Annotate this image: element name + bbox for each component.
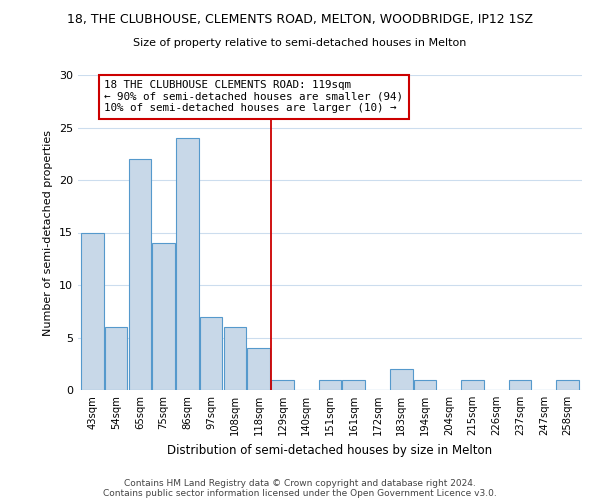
Bar [319, 380, 341, 390]
Y-axis label: Number of semi-detached properties: Number of semi-detached properties [43, 130, 53, 336]
Text: 18 THE CLUBHOUSE CLEMENTS ROAD: 119sqm
← 90% of semi-detached houses are smaller: 18 THE CLUBHOUSE CLEMENTS ROAD: 119sqm ←… [104, 80, 403, 114]
Bar [509, 380, 532, 390]
Bar [128, 159, 151, 390]
Bar [105, 327, 127, 390]
Text: Size of property relative to semi-detached houses in Melton: Size of property relative to semi-detach… [133, 38, 467, 48]
Bar [152, 243, 175, 390]
Text: Contains public sector information licensed under the Open Government Licence v3: Contains public sector information licen… [103, 488, 497, 498]
Bar [247, 348, 270, 390]
Bar [200, 316, 223, 390]
Text: Contains HM Land Registry data © Crown copyright and database right 2024.: Contains HM Land Registry data © Crown c… [124, 478, 476, 488]
Bar [461, 380, 484, 390]
X-axis label: Distribution of semi-detached houses by size in Melton: Distribution of semi-detached houses by … [167, 444, 493, 456]
Bar [556, 380, 579, 390]
Bar [271, 380, 294, 390]
Bar [343, 380, 365, 390]
Bar [414, 380, 436, 390]
Bar [176, 138, 199, 390]
Bar [224, 327, 246, 390]
Bar [390, 369, 413, 390]
Text: 18, THE CLUBHOUSE, CLEMENTS ROAD, MELTON, WOODBRIDGE, IP12 1SZ: 18, THE CLUBHOUSE, CLEMENTS ROAD, MELTON… [67, 12, 533, 26]
Bar [81, 232, 104, 390]
